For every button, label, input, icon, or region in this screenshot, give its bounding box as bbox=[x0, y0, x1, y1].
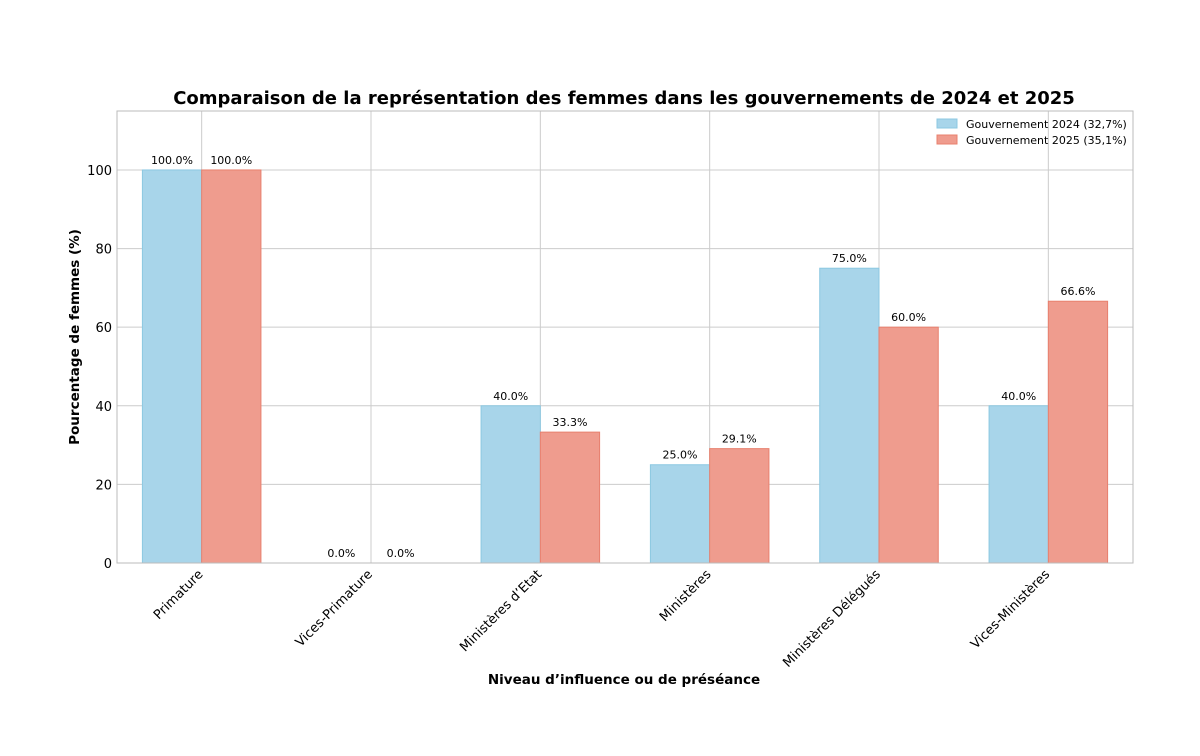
x-axis-label: Niveau d’influence ou de préséance bbox=[488, 672, 760, 688]
y-tick-label: 80 bbox=[95, 243, 112, 258]
chart-title: Comparaison de la représentation des fem… bbox=[173, 88, 1075, 109]
bar-2025-3 bbox=[709, 448, 770, 564]
y-tick-label: 0 bbox=[104, 557, 112, 572]
x-tick-label: Primature bbox=[151, 567, 207, 623]
x-tick-label: Ministères bbox=[657, 567, 715, 625]
bar-2025-0 bbox=[201, 169, 262, 564]
y-tick-label: 100 bbox=[87, 164, 112, 179]
bar-2024-4 bbox=[819, 267, 880, 564]
bar-2024-3 bbox=[649, 464, 711, 564]
y-axis-ticks: 0 20 40 60 80 100 bbox=[87, 164, 112, 572]
x-tick-label: Ministères Délégués bbox=[780, 567, 884, 671]
data-labels: 100.0% 0.0% 40.0% 25.0% 75.0% 40.0% 100.0% 0.0%… bbox=[151, 154, 1095, 560]
bar-2024-2 bbox=[480, 405, 541, 564]
legend-label-2025: Gouvernement 2025 (35,1%) bbox=[966, 134, 1127, 147]
legend-swatch-2025 bbox=[936, 134, 958, 145]
bar-2025-5 bbox=[1047, 300, 1109, 564]
x-tick-label: Vices-Primature bbox=[293, 567, 376, 650]
y-axis-label: Pourcentage de femmes (%) bbox=[67, 229, 83, 445]
legend-label-2024: Gouvernement 2024 (32,7%) bbox=[966, 118, 1127, 131]
bar-2024-5 bbox=[988, 405, 1049, 564]
bar-2025-4 bbox=[878, 326, 939, 564]
x-tick-label: Vices-Ministères bbox=[968, 567, 1053, 652]
data-label: 0.0% bbox=[387, 547, 415, 560]
y-tick-label: 20 bbox=[95, 478, 112, 493]
bars bbox=[141, 169, 1109, 564]
y-tick-label: 40 bbox=[95, 400, 112, 415]
data-label: 0.0% bbox=[327, 547, 355, 560]
data-label: 33.3% bbox=[552, 416, 587, 429]
data-label: 40.0% bbox=[493, 390, 528, 403]
legend: Gouvernement 2024 (32,7%) Gouvernement 2… bbox=[936, 118, 1127, 147]
data-label: 29.1% bbox=[722, 433, 757, 446]
bar-2025-2 bbox=[539, 431, 601, 564]
x-axis-ticks: Primature Vices-Primature Ministères d’Eta… bbox=[151, 567, 1053, 671]
legend-swatch-2024 bbox=[936, 118, 958, 129]
data-label: 100.0% bbox=[151, 154, 193, 167]
data-label: 60.0% bbox=[891, 311, 926, 324]
data-label: 75.0% bbox=[832, 252, 867, 265]
data-label: 100.0% bbox=[210, 154, 252, 167]
data-label: 25.0% bbox=[663, 449, 698, 462]
data-label: 66.6% bbox=[1060, 285, 1095, 298]
bar-2024-0 bbox=[141, 169, 203, 564]
plot-frame bbox=[116, 110, 1134, 564]
x-tick-label: Ministères d’Etat bbox=[457, 567, 545, 655]
y-tick-label: 60 bbox=[95, 321, 112, 336]
data-label: 40.0% bbox=[1001, 390, 1036, 403]
grid bbox=[117, 111, 1133, 564]
